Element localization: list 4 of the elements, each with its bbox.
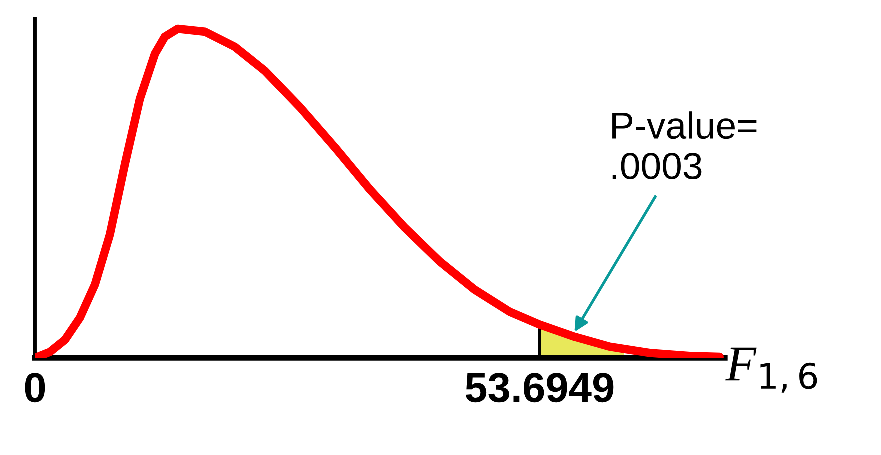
- x-tick-label: 0: [25, 373, 46, 403]
- annotation: P-value= .0003: [612, 112, 757, 180]
- x-tick-label: 53.6949: [466, 373, 614, 403]
- x-axis-title: F$_{1,6}$: [726, 348, 818, 393]
